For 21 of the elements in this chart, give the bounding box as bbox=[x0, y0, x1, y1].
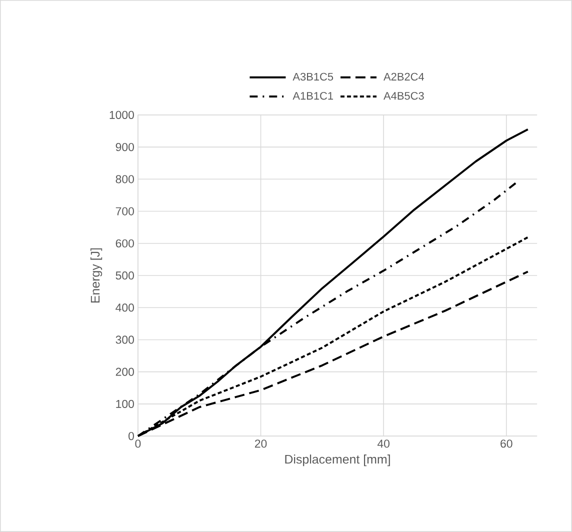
y-tick-label: 1000 bbox=[110, 110, 134, 119]
x-tick-label: 0 bbox=[135, 440, 141, 448]
y-tick-label: 700 bbox=[116, 207, 134, 216]
legend-label: A1B1C1 bbox=[292, 92, 333, 100]
y-tick-label: 500 bbox=[116, 271, 134, 280]
y-tick-label: 900 bbox=[116, 142, 134, 152]
y-tick-label: 200 bbox=[116, 368, 134, 376]
y-tick-label: 0 bbox=[128, 432, 134, 440]
x-tick-label: 60 bbox=[500, 440, 512, 448]
legend-label: A3B1C5 bbox=[292, 72, 334, 81]
y-axis-title: Energy [J] bbox=[90, 248, 102, 303]
y-tick-label: 800 bbox=[116, 175, 134, 184]
legend-label: A2B2C4 bbox=[384, 72, 424, 81]
legend-label: A4B5C3 bbox=[384, 92, 424, 100]
y-tick-label: 400 bbox=[116, 304, 134, 312]
y-tick-label: 600 bbox=[116, 239, 134, 248]
y-tick-label: 100 bbox=[116, 400, 134, 408]
x-axis-title: Displacement [mm] bbox=[285, 454, 390, 466]
x-tick-label: 20 bbox=[254, 440, 267, 448]
y-tick-label: 300 bbox=[116, 336, 134, 344]
x-tick-label: 40 bbox=[377, 440, 390, 448]
